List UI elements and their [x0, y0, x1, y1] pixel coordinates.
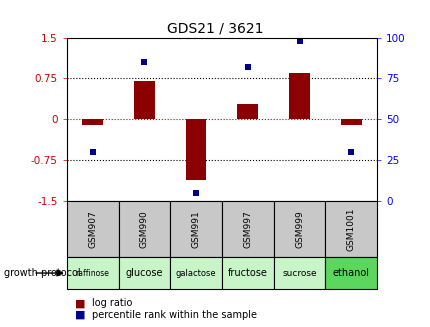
Text: raffinose: raffinose: [76, 268, 109, 278]
Text: GSM990: GSM990: [140, 210, 148, 248]
Text: glucose: glucose: [125, 268, 163, 278]
Bar: [340, 119, 361, 125]
Text: GSM997: GSM997: [243, 210, 252, 248]
Text: GSM1001: GSM1001: [346, 207, 355, 251]
Text: percentile rank within the sample: percentile rank within the sample: [92, 310, 256, 320]
Text: sucrose: sucrose: [282, 268, 316, 278]
Text: ■: ■: [75, 299, 86, 308]
Bar: [118, 201, 170, 257]
Text: GSM991: GSM991: [191, 210, 200, 248]
Bar: [185, 119, 206, 181]
Bar: [67, 201, 118, 257]
Bar: [134, 81, 154, 119]
Bar: [82, 119, 103, 125]
Bar: [221, 257, 273, 289]
Text: GSM907: GSM907: [88, 210, 97, 248]
Text: GDS21 / 3621: GDS21 / 3621: [167, 21, 263, 35]
Text: galactose: galactose: [175, 268, 216, 278]
Text: fructose: fructose: [227, 268, 267, 278]
Text: growth protocol: growth protocol: [4, 268, 81, 278]
Text: ethanol: ethanol: [332, 268, 369, 278]
Bar: [67, 257, 118, 289]
Bar: [221, 201, 273, 257]
Bar: [237, 104, 258, 119]
Bar: [289, 73, 309, 119]
Bar: [273, 257, 325, 289]
Bar: [170, 257, 221, 289]
Text: ■: ■: [75, 310, 86, 320]
Text: log ratio: log ratio: [92, 299, 132, 308]
Bar: [170, 201, 221, 257]
Text: GSM999: GSM999: [295, 210, 303, 248]
Bar: [273, 201, 325, 257]
Bar: [118, 257, 170, 289]
Bar: [325, 201, 376, 257]
Bar: [325, 257, 376, 289]
